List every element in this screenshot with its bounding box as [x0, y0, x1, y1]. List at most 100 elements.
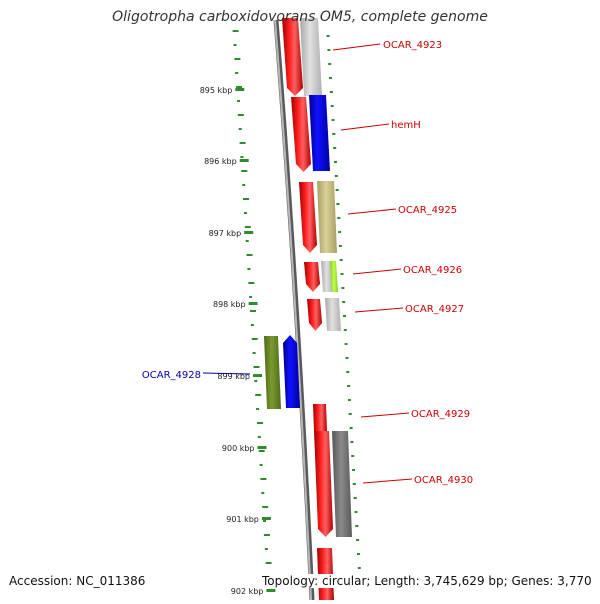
gc-content-dots	[232, 30, 361, 569]
gc-dot	[329, 77, 332, 79]
gc-dot	[256, 408, 260, 410]
gc-dot	[354, 511, 358, 513]
accession-text: Accession: NC_011386	[7, 574, 148, 588]
gene-arrow	[332, 431, 352, 537]
gc-dot	[331, 119, 335, 121]
gc-dot	[246, 254, 253, 256]
gene-arrow	[307, 299, 322, 331]
scale-tick-mark	[257, 446, 267, 449]
gene-label-leader	[354, 307, 404, 313]
gene-label: OCAR_4925	[398, 205, 457, 216]
gene-label-leader	[352, 268, 402, 275]
scale-tick-mark	[253, 374, 262, 377]
gene-label: OCAR_4928	[142, 370, 201, 381]
gc-dot	[248, 282, 255, 284]
scale-tick-mark	[261, 517, 271, 520]
gc-dot	[328, 63, 332, 65]
gc-dot	[338, 231, 342, 233]
gc-dot	[254, 380, 258, 382]
gc-dot	[243, 198, 249, 200]
gc-dot	[352, 469, 355, 471]
gc-dot	[262, 506, 269, 508]
gc-dot	[342, 301, 346, 303]
scale-tick-label: 901 kbp	[226, 515, 259, 524]
gc-dot	[346, 371, 350, 373]
gene-arrow	[325, 298, 341, 331]
gc-dot	[347, 399, 351, 401]
gene-label: OCAR_4926	[403, 265, 462, 276]
gene-label-leader	[202, 372, 251, 375]
gc-dot	[238, 128, 242, 130]
genome-backbone	[273, 19, 315, 601]
scale-tick-mark	[235, 88, 245, 91]
scale-tick-label: 896 kbp	[204, 157, 237, 166]
genome-title: Oligotropha carboxidovorans OM5, complet…	[112, 9, 488, 25]
scale-tick-mark	[266, 589, 276, 592]
gene-arrow	[313, 404, 327, 431]
gc-dot	[250, 310, 256, 312]
gc-dot	[335, 189, 339, 191]
gc-dot	[326, 35, 330, 37]
gc-dot	[234, 58, 241, 60]
gc-dot	[341, 287, 345, 289]
gene-label: OCAR_4929	[411, 409, 470, 420]
gc-dot	[241, 170, 248, 172]
gc-dot	[334, 175, 338, 177]
gene-arrow	[283, 335, 300, 408]
gc-dot	[343, 329, 347, 331]
gene-label: hemH	[391, 120, 421, 131]
gc-dot	[242, 184, 246, 186]
gc-dot	[236, 86, 243, 88]
gc-dot	[350, 441, 354, 443]
gc-dot	[355, 525, 359, 527]
gc-dot	[337, 217, 341, 219]
gc-dot	[345, 357, 349, 359]
scale-tick-mark	[248, 302, 258, 305]
gc-dot	[249, 296, 253, 298]
gc-dot	[263, 534, 270, 536]
gc-dot	[232, 30, 239, 32]
gc-dot	[243, 212, 247, 214]
gc-dot	[251, 338, 258, 340]
gc-dot	[239, 142, 246, 144]
gc-dot	[356, 539, 360, 541]
gc-dot	[258, 450, 265, 452]
gc-dot	[244, 226, 251, 228]
gc-dot	[357, 567, 361, 569]
gc-dot	[259, 464, 263, 466]
scale-tick-label: 900 kbp	[222, 444, 255, 453]
scale-tick-label: 898 kbp	[213, 300, 246, 309]
scale-tick-label: 899 kbp	[217, 372, 250, 381]
gene-arrow	[330, 261, 338, 292]
gc-dot	[338, 245, 342, 247]
gc-dot	[332, 133, 336, 135]
gc-dot	[261, 492, 265, 494]
gc-dot	[349, 427, 353, 429]
gc-dot	[348, 413, 352, 415]
gc-dot	[240, 156, 244, 158]
gc-dot	[344, 343, 348, 345]
gc-dot	[257, 436, 261, 438]
scale-tick-mark	[239, 159, 249, 162]
gene-features	[264, 18, 352, 600]
gc-dot	[263, 520, 266, 522]
gc-dot	[329, 91, 333, 93]
scale-tick-label: 897 kbp	[209, 229, 242, 238]
gene-arrow	[321, 261, 333, 292]
gc-dot	[347, 385, 351, 387]
gene-label-leader	[360, 412, 410, 418]
gc-dot	[353, 497, 357, 499]
gc-dot	[235, 72, 239, 74]
gene-arrow	[264, 336, 281, 409]
gc-dot	[265, 562, 272, 564]
gc-dot	[260, 478, 267, 480]
gc-dot	[233, 44, 237, 46]
gene-label: OCAR_4930	[414, 475, 473, 486]
gc-dot	[257, 422, 263, 424]
gc-dot	[351, 455, 355, 457]
scale-tick-label: 895 kbp	[200, 86, 233, 95]
gc-dot	[252, 352, 256, 354]
gc-dot	[340, 273, 344, 275]
